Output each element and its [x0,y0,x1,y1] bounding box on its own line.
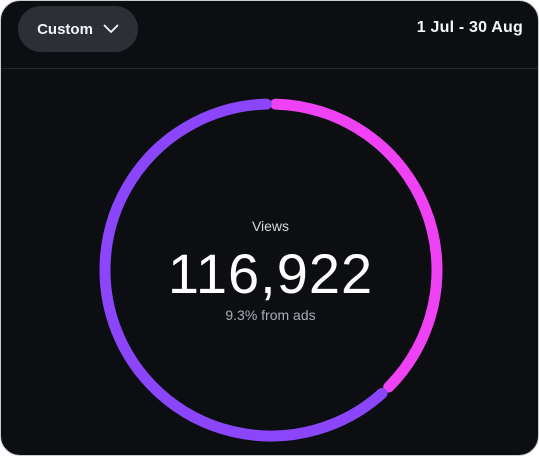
date-range-text: 1 Jul - 30 Aug [416,19,523,36]
metric-label: Views [251,218,290,234]
organic-segment [99,98,388,442]
range-button-label: Custom [37,20,93,38]
card-header: Custom 1 Jul - 30 Aug [1,1,538,69]
metric-subtitle: 9.3% from ads [225,307,316,323]
metric-value: 116,922 [167,242,374,305]
chevron-down-icon [103,24,119,33]
date-range-dropdown[interactable]: Custom [18,6,138,52]
ads-segment [270,98,443,393]
